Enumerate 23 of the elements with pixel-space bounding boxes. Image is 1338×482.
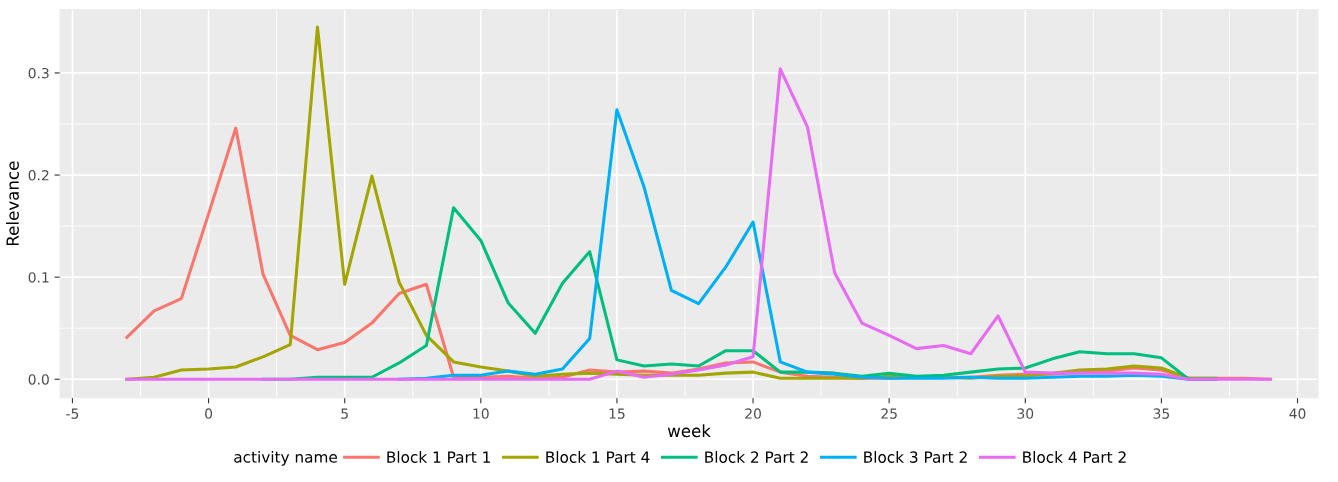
x-tick-label: 30 (1017, 408, 1034, 419)
x-tick-label: 10 (473, 408, 489, 419)
y-tick-label: 0.0 (28, 374, 49, 385)
legend-label: Block 1 Part 4 (546, 451, 650, 463)
x-tick-label: 40 (1289, 408, 1306, 419)
y-axis-title: Relevance (6, 161, 19, 246)
y-tick-label: 0.3 (28, 67, 49, 79)
x-tick-label: 0 (205, 408, 213, 419)
legend-label: Block 2 Part 2 (705, 451, 808, 463)
x-tick-label: 25 (881, 408, 897, 419)
x-tick-label: 35 (1153, 408, 1170, 419)
line-series (125, 67, 1272, 381)
legend-label: Block 4 Part 2 (1023, 451, 1126, 463)
x-tick-label: 15 (609, 408, 625, 419)
legend-label: Block 1 Part 1 (387, 451, 490, 463)
y-tick-label: 0.2 (28, 170, 49, 181)
x-tick-label: 20 (745, 408, 761, 419)
legend-label: Block 3 Part 2 (864, 451, 967, 463)
x-tick-label: 5 (341, 408, 348, 419)
legend-title: activity name (234, 450, 337, 466)
x-tick-label: -5 (66, 408, 79, 419)
x-axis-title: week (667, 424, 711, 438)
y-tick-label: 0.1 (28, 272, 49, 283)
